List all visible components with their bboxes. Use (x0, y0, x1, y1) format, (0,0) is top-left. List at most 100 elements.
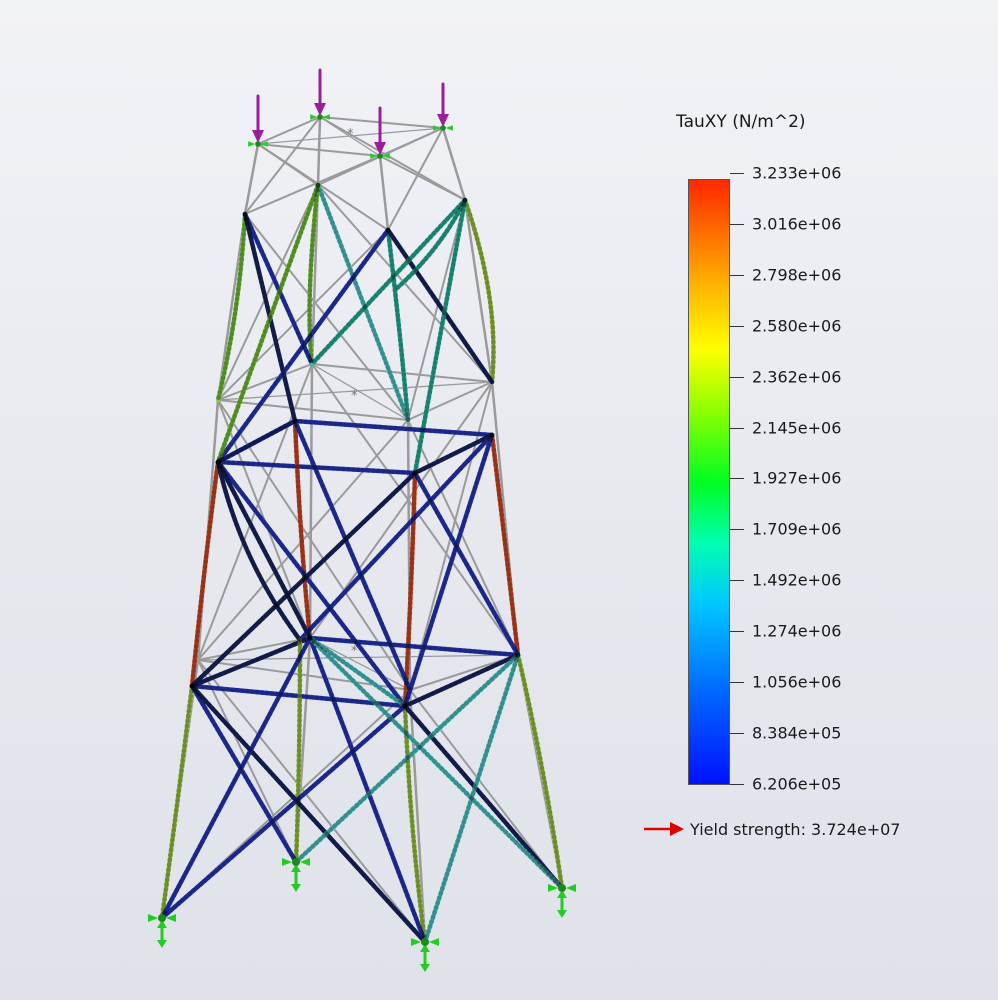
member-hatching (462, 197, 496, 385)
member-hatching (159, 635, 313, 921)
yield-strength: Yield strength: 3.724e+07 (642, 817, 900, 841)
member-hatching (412, 432, 495, 476)
undeformed-ring (407, 381, 493, 421)
member-ring (412, 432, 495, 476)
member-leg (402, 703, 428, 945)
member-ring (292, 418, 495, 438)
colorbar-tick-label: 2.798e+06 (752, 265, 842, 285)
member-hatching (309, 197, 468, 367)
member-hatching (412, 470, 521, 658)
load-arrow-icon (374, 142, 386, 155)
fixtures (148, 114, 576, 972)
member-hatching (215, 418, 298, 465)
colorbar-tick-label: 2.362e+06 (752, 367, 842, 387)
yield-arrow-icon (644, 822, 684, 836)
fixture-icon (282, 858, 310, 892)
node-marker-icon: * (347, 127, 354, 142)
colorbar-tick (730, 376, 744, 378)
member-brace (189, 683, 428, 945)
colorbar-tick (730, 325, 744, 327)
member-brace (215, 459, 313, 641)
undeformed-leg (308, 362, 314, 640)
colorbar-tick-label: 2.145e+06 (752, 418, 842, 437)
colorbar-tick (730, 631, 744, 633)
undeformed-leg (463, 198, 494, 384)
member-brace (412, 197, 468, 476)
member-hatching (292, 418, 495, 438)
fixture-icon (310, 114, 330, 120)
member-brace (215, 418, 298, 465)
node-marker-icon: * (351, 644, 358, 659)
member-hatching (385, 227, 495, 385)
member-brace (215, 227, 391, 465)
node-marker-icon: * (351, 389, 358, 404)
undeformed-ring-diagonal (311, 363, 409, 421)
member-hatching (292, 418, 313, 641)
member-hatching (402, 652, 521, 709)
member-hatching (402, 703, 428, 945)
load-arrows (252, 68, 449, 155)
member-leg (215, 211, 248, 403)
colorbar-tick (730, 274, 744, 276)
colorbar-tick (730, 682, 744, 683)
undeformed-brace (409, 689, 563, 889)
undeformed-leg (378, 154, 390, 232)
member-hatching (402, 470, 418, 709)
fixture-icon (548, 884, 576, 918)
member-hatching (307, 635, 408, 709)
member-hatching (402, 432, 495, 709)
member-brace (189, 683, 299, 865)
member-hatching (402, 703, 565, 891)
member-hatching (297, 432, 495, 643)
member-hatching (189, 635, 313, 689)
member-hatching (242, 211, 315, 367)
colorbar-tick-label: 8.384e+05 (752, 723, 842, 743)
member-hatching (292, 418, 413, 693)
undeformed-brace (217, 184, 319, 401)
undeformed-ring-diagonal (257, 127, 444, 145)
member-brace (307, 635, 428, 945)
undeformed-brace (257, 143, 319, 186)
colorbar-tick (730, 427, 744, 429)
member-brace (315, 182, 411, 423)
member-hatching (307, 635, 565, 891)
undeformed-leg (408, 688, 427, 944)
undeformed-ring-diagonal (319, 116, 381, 157)
member-hatching (189, 470, 418, 689)
fixture-icon (433, 125, 453, 131)
member-hatching (307, 635, 428, 945)
member-hatching (293, 637, 303, 865)
fixture-icon (370, 153, 390, 159)
member-brace (159, 703, 408, 921)
member-hatching (315, 182, 411, 423)
undeformed-ring (257, 116, 321, 145)
undeformed-brace (244, 155, 381, 215)
member-leg (189, 459, 221, 689)
undeformed-brace (407, 199, 466, 421)
undeformed-brace (407, 419, 519, 656)
fixture-icon (148, 914, 176, 948)
undeformed-ring (217, 363, 313, 401)
member-hatching (159, 703, 408, 921)
colorbar-tick (730, 783, 744, 785)
member-brace (297, 432, 495, 643)
undeformed-ring (257, 143, 381, 157)
member-hatching (215, 211, 248, 403)
member-ring (307, 635, 408, 709)
load-arrow-icon (314, 103, 326, 116)
member-leg (489, 432, 521, 658)
member-hatching (392, 197, 468, 293)
member-hatching (215, 459, 313, 641)
member-leg (293, 637, 303, 865)
undeformed-ring (217, 399, 409, 421)
member-hatching (189, 683, 299, 865)
member-leg (159, 683, 195, 921)
member-hatching (189, 459, 221, 689)
yield-strength-label: Yield strength: 3.724e+07 (690, 819, 901, 839)
member-brace (215, 459, 408, 709)
colorbar-tick (730, 223, 744, 225)
colorbar-tick-label: 1.709e+06 (752, 519, 842, 539)
undeformed-ring (197, 637, 311, 661)
member-brace (293, 652, 521, 865)
